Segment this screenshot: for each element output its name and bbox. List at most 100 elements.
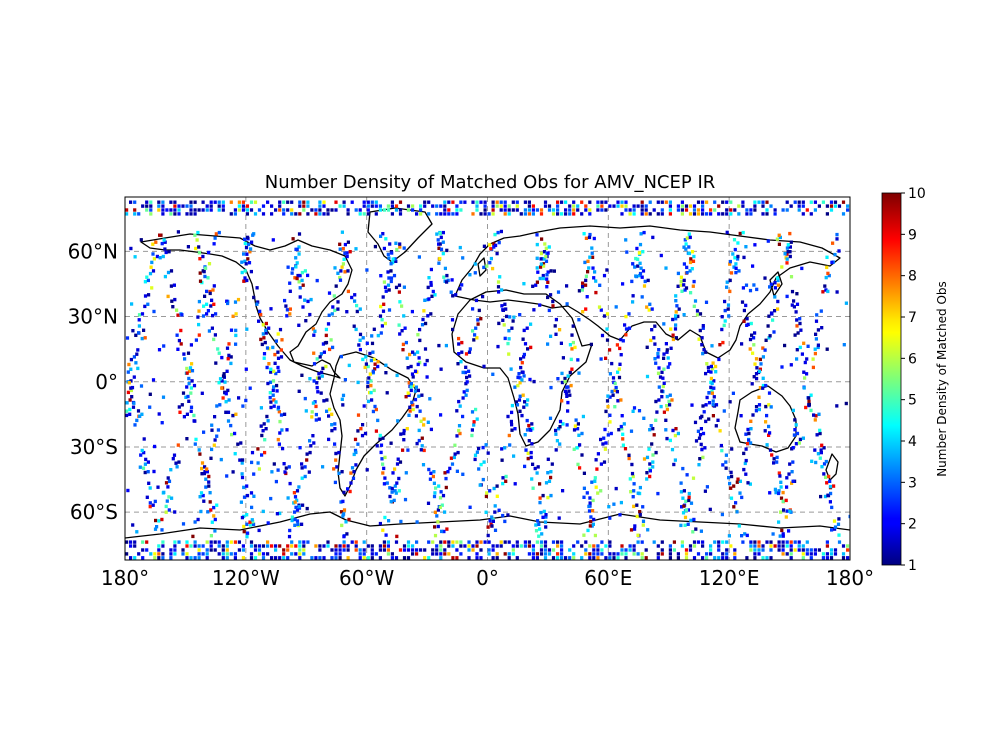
density-cell-2798 (483, 212, 487, 216)
density-cell-2291 (270, 556, 274, 560)
density-cell-531 (300, 270, 304, 275)
density-cell-447 (317, 417, 321, 421)
density-cell-1121 (546, 280, 550, 284)
density-cell-2926 (640, 208, 644, 212)
density-cell-2247 (669, 560, 672, 563)
density-cell-94 (185, 412, 189, 416)
density-cell-2731 (680, 540, 684, 544)
density-cell-1671 (819, 309, 823, 313)
density-cell-2764 (193, 212, 197, 216)
density-cell-2304 (346, 556, 350, 560)
density-cell-2401 (362, 552, 366, 556)
density-cell-1237 (604, 356, 608, 360)
density-cell-2772 (290, 212, 294, 216)
density-cell-115 (197, 299, 201, 304)
density-cell-393 (272, 369, 276, 373)
density-cell-1272 (645, 455, 650, 460)
density-cell-2183 (238, 560, 241, 563)
density-cell-2577 (249, 544, 254, 548)
density-cell-2535 (660, 548, 664, 552)
density-cell-2191 (282, 560, 285, 563)
density-cell-874 (461, 370, 465, 375)
density-cell-895 (438, 242, 442, 246)
density-cell-932 (520, 361, 524, 365)
density-cell-555 (352, 452, 356, 457)
density-cell-1554 (776, 307, 780, 311)
density-cell-302 (242, 529, 246, 534)
density-cell-72 (126, 370, 130, 374)
density-cell-2695 (406, 540, 411, 544)
density-cell-1818 (637, 409, 642, 413)
density-cell-1126 (542, 264, 546, 268)
density-cell-579 (370, 341, 375, 346)
density-cell-1776 (699, 529, 703, 533)
density-cell-2190 (278, 560, 281, 563)
density-cell-2101 (767, 391, 772, 395)
density-cell-81 (167, 495, 171, 499)
density-cell-2026 (520, 378, 524, 382)
density-cell-2217 (492, 560, 495, 563)
density-cell-600 (386, 252, 390, 257)
density-cell-1757 (137, 331, 141, 335)
density-cell-2863 (221, 208, 225, 212)
density-cell-1957 (742, 255, 746, 260)
density-cell-1106 (566, 385, 570, 389)
density-cell-3130 (721, 200, 725, 204)
density-cell-859 (482, 460, 486, 464)
density-cell-226 (234, 312, 238, 316)
density-cell-479 (340, 265, 344, 269)
density-cell-209 (215, 404, 219, 408)
density-cell-1556 (773, 295, 777, 299)
density-cell-2891 (406, 208, 411, 212)
colorbar-tick-label-9: 10 (908, 186, 926, 202)
density-cell-124 (213, 236, 217, 240)
density-cell-1517 (738, 479, 742, 483)
density-cell-1188 (627, 312, 631, 316)
density-cell-2966 (217, 204, 221, 208)
density-cell-901 (486, 533, 490, 538)
density-cell-865 (472, 423, 476, 427)
density-cell-2105 (313, 329, 317, 333)
density-cell-1349 (674, 427, 678, 431)
density-cell-2069 (460, 283, 464, 287)
density-cell-1817 (651, 235, 655, 240)
density-cell-1179 (619, 353, 623, 357)
density-cell-1422 (711, 367, 715, 371)
density-cell-3101 (503, 200, 507, 204)
density-cell-755 (417, 394, 421, 398)
density-cell-1176 (616, 370, 620, 374)
density-cell-2816 (620, 212, 624, 216)
density-cell-3116 (616, 200, 620, 204)
density-cell-194 (199, 509, 203, 514)
density-cell-1638 (785, 485, 789, 489)
density-cell-2189 (270, 560, 273, 563)
density-cell-2875 (302, 208, 306, 212)
density-cell-2240 (641, 560, 644, 563)
density-cell-2686 (306, 540, 310, 544)
density-cell-2508 (431, 548, 435, 552)
density-cell-2477 (221, 548, 225, 552)
density-cell-2234 (604, 560, 607, 563)
density-cell-399 (260, 342, 264, 347)
density-cell-824 (463, 370, 468, 375)
density-cell-222 (227, 342, 231, 346)
density-cell-671 (395, 481, 399, 485)
density-cell-706 (424, 321, 428, 326)
density-cell-586 (378, 314, 383, 318)
density-cell-389 (272, 385, 276, 389)
density-cell-974 (530, 442, 534, 446)
density-cell-1587 (768, 448, 773, 452)
density-cell-2571 (201, 544, 205, 548)
density-cell-1052 (570, 367, 574, 371)
density-cell-1005 (503, 302, 507, 306)
density-cell-180 (166, 270, 171, 275)
density-cell-810 (453, 452, 457, 456)
density-cell-2481 (253, 548, 258, 552)
density-cell-862 (477, 446, 481, 451)
density-cell-2732 (692, 540, 697, 544)
density-cell-1225 (620, 427, 624, 431)
density-cell-2140 (523, 464, 527, 469)
density-cell-1238 (608, 348, 612, 352)
density-cell-1744 (783, 252, 787, 256)
density-cell-1404 (698, 433, 703, 437)
